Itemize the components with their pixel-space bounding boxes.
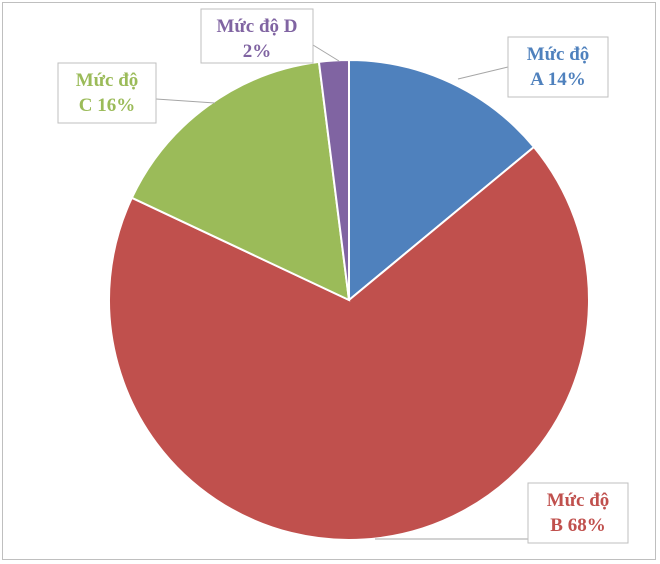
pie-slice-b xyxy=(108,145,590,541)
data-label-a-line1: Mức độ xyxy=(527,44,590,65)
pie-chart: Mức độA 14%Mức độB 68%Mức độC 16%Mức độ … xyxy=(57,8,629,544)
data-label-box-b xyxy=(527,482,629,544)
data-label-d-line2: 2% xyxy=(243,41,272,62)
leader-line-c xyxy=(155,98,216,104)
data-label-d-line1: Mức độ D xyxy=(216,16,297,37)
leader-line-d xyxy=(312,44,340,62)
data-label-b-line2: B 68% xyxy=(550,515,605,536)
data-label-b-line1: Mức độ xyxy=(547,490,610,511)
data-label-box-a xyxy=(507,36,609,98)
pie-slice-a xyxy=(348,58,536,303)
data-label-c-line1: Mức độ xyxy=(76,70,139,91)
data-label-c: Mức độ C 16% xyxy=(57,62,157,124)
data-label-box-c xyxy=(57,62,157,124)
data-label-c-line2: C 16% xyxy=(79,95,135,116)
leader-line-a xyxy=(457,66,509,80)
data-label-b: Mức độ B 68% xyxy=(527,482,629,544)
data-label-d: Mức độ D 2% xyxy=(200,8,314,64)
pie-slice-d xyxy=(317,58,350,301)
data-label-box-d xyxy=(200,8,314,64)
data-label-a: Mức độ A 14% xyxy=(507,36,609,98)
data-label-a-line2: A 14% xyxy=(530,69,585,90)
pie-slice-c xyxy=(130,60,351,302)
